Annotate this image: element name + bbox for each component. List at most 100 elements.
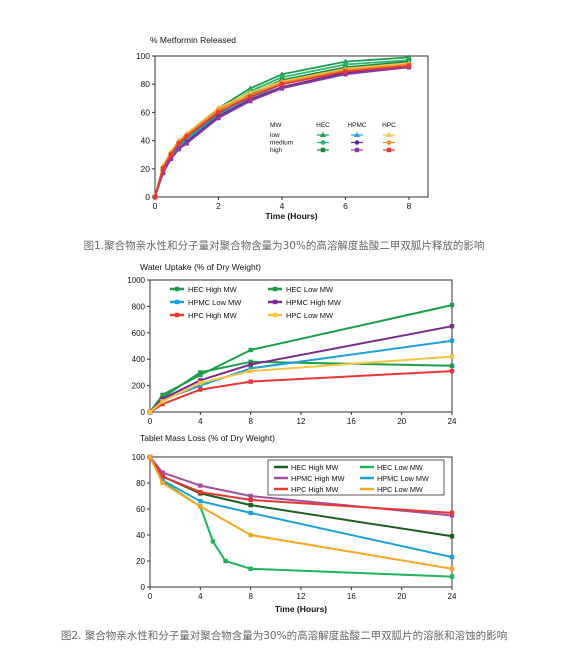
water-series-line xyxy=(149,304,453,413)
release-legend-marker xyxy=(320,140,326,145)
water-data-point xyxy=(160,401,165,407)
massloss-data-point xyxy=(147,454,153,460)
massloss-data-point xyxy=(248,497,253,503)
massloss-xtick-label: 12 xyxy=(297,592,306,601)
massloss-data-point xyxy=(198,504,203,509)
release-data-point xyxy=(248,94,253,100)
massloss-xtick-label: 24 xyxy=(448,592,457,601)
release-xtick-label: 4 xyxy=(280,201,285,211)
water-ytick-label: 400 xyxy=(132,355,146,364)
massloss-data-point xyxy=(449,566,455,571)
water-legend-label: HPMC High MW xyxy=(286,298,342,307)
water-data-point xyxy=(449,338,455,343)
massloss-data-point xyxy=(160,478,165,483)
massloss-data-point xyxy=(248,493,253,499)
water-legend-label: HEC High MW xyxy=(188,285,238,294)
massloss-data-point xyxy=(198,499,203,504)
water-legend-label: HEC Low MW xyxy=(286,285,334,294)
massloss-legend-label: HPMC High MW xyxy=(291,474,345,483)
release-legend-row-label: medium xyxy=(270,140,293,147)
release-data-point xyxy=(248,98,253,104)
massloss-title: Tablet Mass Loss (% of Dry Weight) xyxy=(140,433,275,443)
release-data-point xyxy=(216,115,221,121)
release-data-point xyxy=(168,152,174,157)
water-data-point xyxy=(248,366,253,371)
release-xtick-label: 0 xyxy=(153,201,158,211)
water-xtick-label: 12 xyxy=(297,417,306,426)
release-data-point xyxy=(176,146,182,152)
release-xtick-label: 8 xyxy=(407,201,412,211)
release-ytick-label: 0 xyxy=(145,192,150,202)
release-title: % Metformin Released xyxy=(150,35,236,45)
figure1-caption: 图1.聚合物亲水性和分子量对聚合物含量为30%的高溶解度盐酸二甲双胍片释放的影响 xyxy=(83,240,485,252)
release-ytick-label: 80 xyxy=(141,79,151,89)
release-data-point xyxy=(342,58,349,64)
water-xtick-label: 0 xyxy=(148,417,153,426)
water-legend-label: HPMC Low MW xyxy=(188,298,242,307)
massloss-data-point xyxy=(449,513,455,518)
release-legend-marker xyxy=(354,140,360,145)
water-data-point xyxy=(160,392,165,398)
release-xtick-label: 6 xyxy=(343,201,348,211)
massloss-data-point xyxy=(449,510,455,516)
release-legend-header: MW xyxy=(270,122,282,129)
water-data-point xyxy=(449,354,455,359)
water-xtick-label: 16 xyxy=(347,417,356,426)
massloss-xtick-label: 0 xyxy=(148,592,153,601)
water-data-point xyxy=(248,362,253,367)
release-legend-row-label: low xyxy=(270,132,280,139)
figure2-caption: 图2. 聚合物亲水性和分子量对聚合物含量为30%的高溶解度盐酸二甲双胍片的溶胀和… xyxy=(60,630,508,642)
water-legend-marker xyxy=(272,286,278,292)
water-xtick-label: 24 xyxy=(448,417,457,426)
water-legend-label: HPC Low MW xyxy=(286,311,334,320)
release-ytick-label: 100 xyxy=(136,51,150,61)
massloss-data-point xyxy=(449,534,455,539)
release-data-point xyxy=(216,110,221,115)
water-data-point xyxy=(198,372,203,378)
water-data-point xyxy=(248,359,253,365)
water-data-point xyxy=(248,368,253,374)
massloss-data-point xyxy=(449,554,455,560)
massloss-xtick-label: 16 xyxy=(347,592,356,601)
release-data-point xyxy=(160,170,166,176)
release-legend-marker xyxy=(320,132,326,137)
massloss-legend-label: HEC Low MW xyxy=(377,463,423,472)
water-ytick-label: 1000 xyxy=(127,276,145,285)
massloss-chart: Tablet Mass Loss (% of Dry Weight)020406… xyxy=(132,433,457,614)
release-legend-col-label: HPMC xyxy=(347,122,366,129)
massloss-data-point xyxy=(248,510,253,516)
massloss-x-axis-label: Time (Hours) xyxy=(275,604,327,614)
massloss-legend-label: HPC High MW xyxy=(291,485,339,494)
massloss-legend-label: HEC High MW xyxy=(291,463,339,472)
massloss-ytick-label: 0 xyxy=(141,583,146,592)
massloss-legend-label: HPMC Low MW xyxy=(377,474,429,483)
massloss-legend-box xyxy=(267,459,445,496)
water-data-point xyxy=(449,324,455,329)
release-plot-frame xyxy=(154,55,429,198)
water-data-point xyxy=(449,368,455,374)
massloss-data-point xyxy=(223,558,228,564)
release-data-point xyxy=(343,69,348,74)
massloss-data-point xyxy=(248,532,253,538)
water-legend-marker xyxy=(174,286,180,292)
water-data-point xyxy=(248,347,253,353)
water-ytick-label: 0 xyxy=(141,408,146,417)
massloss-data-point xyxy=(198,489,203,495)
massloss-legend: HEC High MW HEC Low MW HPMC High MW HPMC Lo… xyxy=(267,459,445,496)
massloss-ytick-label: 100 xyxy=(132,453,146,462)
release-data-point xyxy=(176,141,182,146)
water-data-point xyxy=(198,378,203,383)
water-ytick-label: 800 xyxy=(132,302,146,311)
massloss-data-point xyxy=(160,470,165,475)
water-data-point xyxy=(147,409,153,415)
release-xtick-label: 2 xyxy=(216,201,221,211)
water-ytick-label: 200 xyxy=(132,382,146,391)
water-data-point xyxy=(198,370,203,375)
water-chart: Water Uptake (% of Dry Weight)0200400600… xyxy=(127,262,457,426)
release-data-point xyxy=(279,82,285,87)
water-legend: HEC High MW HEC Low MW HPMC Low MW HPMC Hig… xyxy=(170,285,342,320)
water-data-point xyxy=(198,383,203,388)
release-legend-col-label: HPC xyxy=(382,122,396,129)
